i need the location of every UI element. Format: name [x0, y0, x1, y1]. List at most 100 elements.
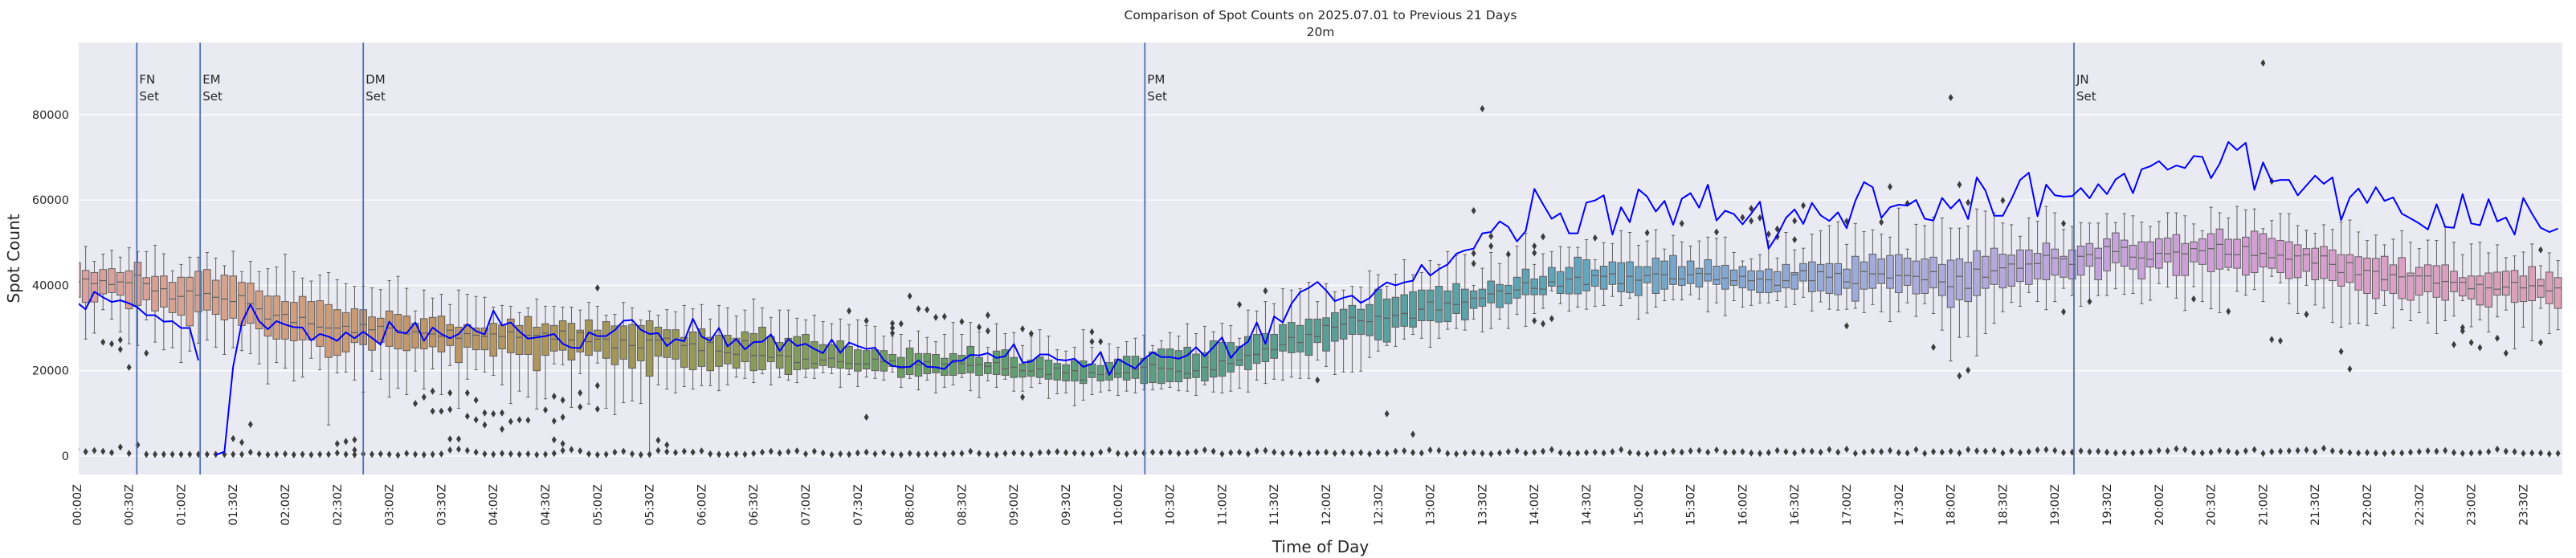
box-iqr — [1929, 256, 1937, 289]
box-iqr — [1296, 324, 1304, 352]
box-iqr — [1816, 263, 1825, 291]
box-iqr — [2372, 258, 2380, 299]
outlier-point — [144, 349, 149, 357]
outlier-point — [1055, 448, 1060, 456]
outlier-point — [1957, 181, 1962, 189]
outlier-point — [404, 450, 410, 458]
box-55 — [550, 305, 558, 365]
x-tick-label: 23:30Z — [2517, 484, 2530, 526]
box-51 — [515, 312, 524, 392]
outlier-point — [551, 417, 557, 425]
box-iqr — [1461, 288, 1469, 320]
box-268 — [2398, 230, 2407, 311]
box-194 — [1756, 254, 1764, 303]
outlier-point — [655, 436, 661, 444]
outlier-point — [2460, 327, 2465, 335]
outlier-point — [1696, 446, 1702, 454]
outlier-point — [1722, 448, 1728, 456]
box-206 — [1860, 230, 1868, 313]
outlier-point — [578, 389, 583, 397]
outlier-point — [872, 450, 878, 458]
box-248 — [2224, 217, 2233, 271]
box-iqr — [333, 309, 341, 356]
box-iqr — [1218, 342, 1227, 377]
outlier-point — [2408, 448, 2414, 456]
outlier-point — [2382, 450, 2387, 458]
box-iqr — [1851, 255, 1860, 302]
outlier-point — [1315, 449, 1321, 457]
outlier-point — [1749, 449, 1754, 457]
outlier-point — [1046, 448, 1051, 456]
outlier-point — [1714, 228, 1720, 236]
box-150 — [1374, 274, 1382, 352]
outlier-point — [1462, 449, 1468, 457]
outlier-point — [1627, 449, 1633, 457]
outlier-point — [1158, 449, 1164, 457]
outlier-point — [898, 450, 904, 458]
box-iqr — [2423, 264, 2432, 292]
outlier-point — [2347, 449, 2353, 457]
x-tick-label: 10:00Z — [1112, 484, 1125, 526]
box-232 — [2085, 222, 2094, 303]
box-10 — [160, 253, 168, 351]
outlier-point — [1505, 250, 1511, 259]
box-iqr — [281, 301, 289, 340]
x-tick-label: 13:30Z — [1476, 484, 1489, 526]
outlier-point — [898, 320, 904, 328]
outlier-point — [847, 450, 852, 458]
outlier-point — [2512, 448, 2517, 456]
box-iqr — [116, 271, 125, 296]
box-176 — [1599, 242, 1608, 306]
box-iqr — [1886, 255, 1894, 289]
outlier-point — [1801, 202, 1806, 210]
outlier-point — [2477, 344, 2483, 352]
box-263 — [2354, 231, 2363, 324]
outlier-point — [907, 450, 912, 458]
box-iqr — [1635, 266, 1643, 296]
outlier-point — [1480, 450, 1485, 458]
box-234 — [2103, 213, 2111, 296]
box-204 — [1843, 243, 1851, 310]
box-iqr — [2293, 244, 2302, 279]
box-285 — [2545, 252, 2554, 334]
box-214 — [1929, 216, 1937, 314]
box-59 — [585, 302, 593, 405]
outlier-point — [1297, 450, 1303, 458]
box-iqr — [1591, 269, 1599, 287]
box-iqr — [1843, 268, 1851, 289]
box-83 — [793, 317, 802, 384]
box-iqr — [1877, 258, 1886, 284]
x-tick-label: 06:00Z — [696, 484, 708, 526]
box-280 — [2502, 257, 2510, 311]
box-iqr — [2016, 249, 2024, 283]
event-label: Set — [365, 89, 386, 104]
box-iqr — [1721, 264, 1729, 290]
box-172 — [1565, 246, 1574, 312]
outlier-point — [1766, 230, 1771, 238]
box-197 — [1782, 232, 1790, 308]
box-iqr — [2172, 234, 2181, 276]
box-iqr — [2329, 249, 2337, 282]
box-iqr — [125, 270, 133, 310]
outlier-point — [1185, 449, 1190, 457]
box-iqr — [194, 271, 202, 312]
outlier-point — [1341, 448, 1346, 456]
box-30 — [333, 279, 341, 373]
box-iqr — [133, 262, 142, 306]
box-261 — [2337, 222, 2345, 328]
outlier-point — [1497, 449, 1503, 457]
outlier-point — [109, 340, 115, 348]
event-label: Set — [202, 89, 222, 104]
outlier-point — [1541, 320, 1546, 328]
box-iqr — [2268, 238, 2276, 269]
box-iqr — [1973, 250, 1981, 296]
box-iqr — [2502, 271, 2510, 296]
box-iqr — [2398, 257, 2407, 299]
outlier-point — [534, 450, 540, 458]
box-98 — [923, 336, 932, 381]
outlier-point — [1679, 219, 1684, 227]
box-iqr — [1565, 267, 1574, 295]
box-iqr — [79, 262, 81, 298]
outlier-point — [1904, 449, 1910, 457]
box-iqr — [628, 324, 636, 369]
